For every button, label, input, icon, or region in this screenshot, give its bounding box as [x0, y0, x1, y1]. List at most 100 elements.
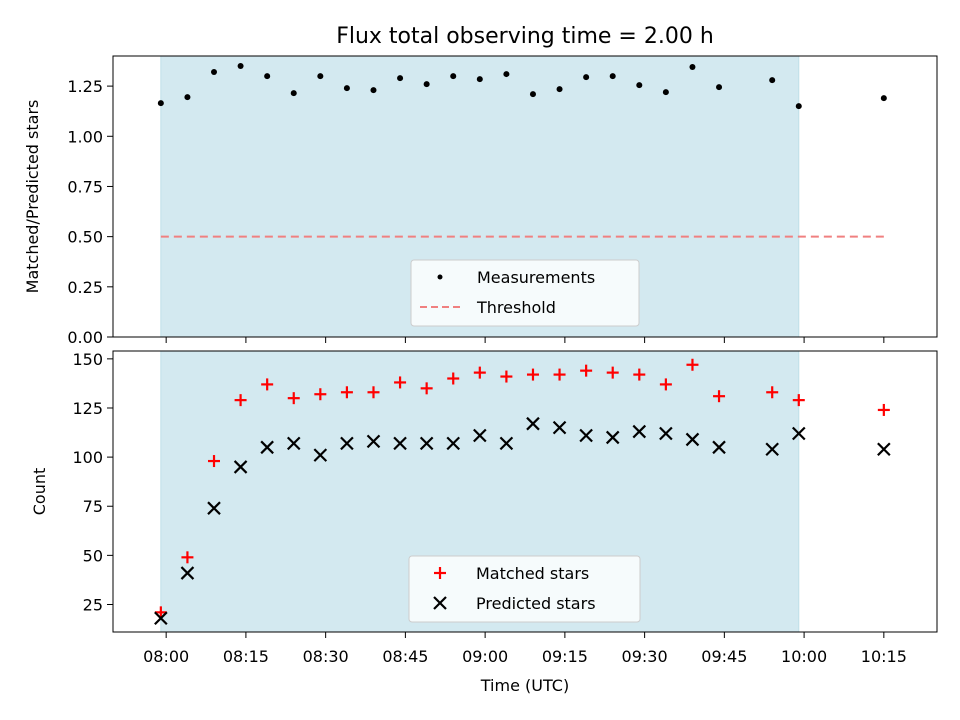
measurement-point-15 [556, 86, 563, 93]
matched-point-4 [261, 378, 274, 391]
legend-predicted-glyph [433, 596, 447, 610]
matched-point-17 [606, 366, 619, 379]
predicted-point-6 [313, 448, 328, 462]
matched-point-21 [713, 390, 726, 403]
top-panel: 0.00 0.25 0.50 0.75 1.00 1.25 Matched/Predict… [23, 55, 938, 347]
predicted-point-17-b [605, 430, 620, 445]
matched-point-5 [287, 392, 300, 405]
matched-point-3 [234, 394, 247, 407]
legend-predicted-label: Predicted stars [476, 594, 596, 613]
matched-point-11 [447, 372, 460, 385]
legend-predicted-glyph-b [433, 596, 447, 610]
measurement-point-9 [397, 75, 404, 82]
bottom-legend-box [408, 555, 641, 623]
top-marks [157, 63, 887, 238]
predicted-point-10 [419, 436, 434, 451]
predicted-point-15-b [552, 420, 567, 435]
measurement-point-20 [689, 64, 696, 71]
predicted-point-14-b [526, 416, 540, 431]
predicted-point-1-b [180, 566, 195, 580]
measurement-point-0 [157, 100, 164, 107]
x-axis-label: Time (UTC) [480, 676, 569, 695]
bottom-ytick-label-0: 25 [83, 595, 103, 614]
predicted-point-22 [765, 442, 779, 457]
bottom-axes-frame [112, 350, 938, 633]
bottom-ytick-label-1: 50 [83, 546, 103, 565]
matched-point-6 [314, 388, 327, 401]
bottom-xtick-label-9: 10:15 [861, 647, 907, 666]
bottom-xtick-label-5: 09:15 [542, 647, 588, 666]
predicted-point-20 [685, 432, 700, 447]
bottom-panel: 25 50 75 100 125 150 08:00 08:15 08:30 08:45 09:0… [30, 350, 938, 695]
predicted-point-18 [632, 424, 647, 439]
predicted-point-19-b [659, 426, 673, 441]
matched-point-8 [367, 386, 380, 399]
measurement-point-13 [503, 71, 510, 78]
predicted-point-10-b [419, 436, 434, 451]
measurement-point-5 [290, 90, 297, 97]
predicted-point-9-b [393, 436, 407, 451]
top-legend: Measurements Threshold [410, 259, 640, 327]
top-ytick-label-0: 0.00 [67, 328, 103, 347]
predicted-point-5-b [286, 436, 301, 451]
matched-point-15 [553, 368, 566, 381]
legend-matched-glyph [434, 567, 446, 579]
bottom-xtick-label-6: 09:30 [622, 647, 668, 666]
measurement-point-3 [237, 63, 244, 70]
predicted-point-8 [366, 434, 381, 449]
predicted-point-1 [180, 566, 195, 580]
bottom-y-ticks: 25 50 75 100 125 150 [72, 350, 113, 614]
top-y-ticks: 0.00 0.25 0.50 0.75 1.00 1.25 [67, 77, 113, 347]
top-ytick-label-4: 1.00 [67, 127, 103, 146]
predicted-point-16-b [579, 428, 593, 443]
measurement-point-21 [716, 84, 723, 91]
bottom-marks [154, 358, 891, 626]
legend-threshold-label: Threshold [476, 298, 556, 317]
predicted-point-21 [712, 440, 726, 455]
chart-title: Flux total observing time = 2.00 h [336, 24, 714, 49]
bottom-xtick-label-2: 08:30 [303, 647, 349, 666]
predicted-point-2 [207, 501, 221, 515]
predicted-point-18-b [632, 424, 647, 439]
top-ytick-label-3: 0.75 [67, 177, 103, 196]
bottom-x-ticks: 08:00 08:15 08:30 08:45 09:00 09:15 09:30 09:45… [143, 632, 907, 666]
top-ytick-label-5: 1.25 [67, 77, 103, 96]
predicted-point-0-b [154, 611, 168, 626]
predicted-point-13-b [499, 436, 514, 451]
bottom-ytick-label-5: 150 [72, 350, 103, 369]
measurement-point-1 [184, 94, 191, 101]
predicted-point-4-b [260, 440, 274, 455]
predicted-point-6-b [313, 448, 328, 462]
bottom-xtick-label-8: 10:00 [781, 647, 827, 666]
top-ytick-label-2: 0.50 [67, 228, 103, 247]
predicted-point-11-b [446, 436, 461, 451]
matched-point-0 [154, 606, 167, 619]
predicted-point-15 [552, 420, 567, 435]
predicted-point-12-b [473, 428, 487, 443]
measurement-point-12 [476, 76, 483, 83]
measurement-point-2 [211, 69, 218, 76]
top-y-axis-label: Matched/Predicted stars [23, 100, 42, 294]
bottom-xtick-label-0: 08:00 [143, 647, 189, 666]
top-ytick-label-1: 0.25 [67, 278, 103, 297]
predicted-point-0 [154, 611, 168, 626]
measurement-point-10 [423, 81, 430, 88]
predicted-point-3 [233, 460, 248, 474]
measurement-point-6 [317, 73, 324, 80]
predicted-point-14 [526, 416, 540, 431]
predicted-point-7-b [340, 436, 354, 451]
matched-point-13 [500, 370, 513, 383]
measurement-point-8 [370, 87, 377, 94]
matched-point-14 [526, 368, 539, 381]
predicted-point-9 [393, 436, 407, 451]
predicted-point-11 [446, 436, 461, 451]
matched-point-2 [208, 455, 221, 468]
bottom-ytick-label-3: 100 [72, 448, 103, 467]
predicted-point-20-b [685, 432, 700, 447]
matched-point-18 [633, 368, 646, 381]
matched-point-1 [181, 551, 194, 564]
predicted-point-3-b [233, 460, 248, 474]
predicted-point-23 [792, 426, 806, 441]
measurement-point-14 [529, 91, 536, 98]
predicted-point-23-b [792, 426, 806, 441]
